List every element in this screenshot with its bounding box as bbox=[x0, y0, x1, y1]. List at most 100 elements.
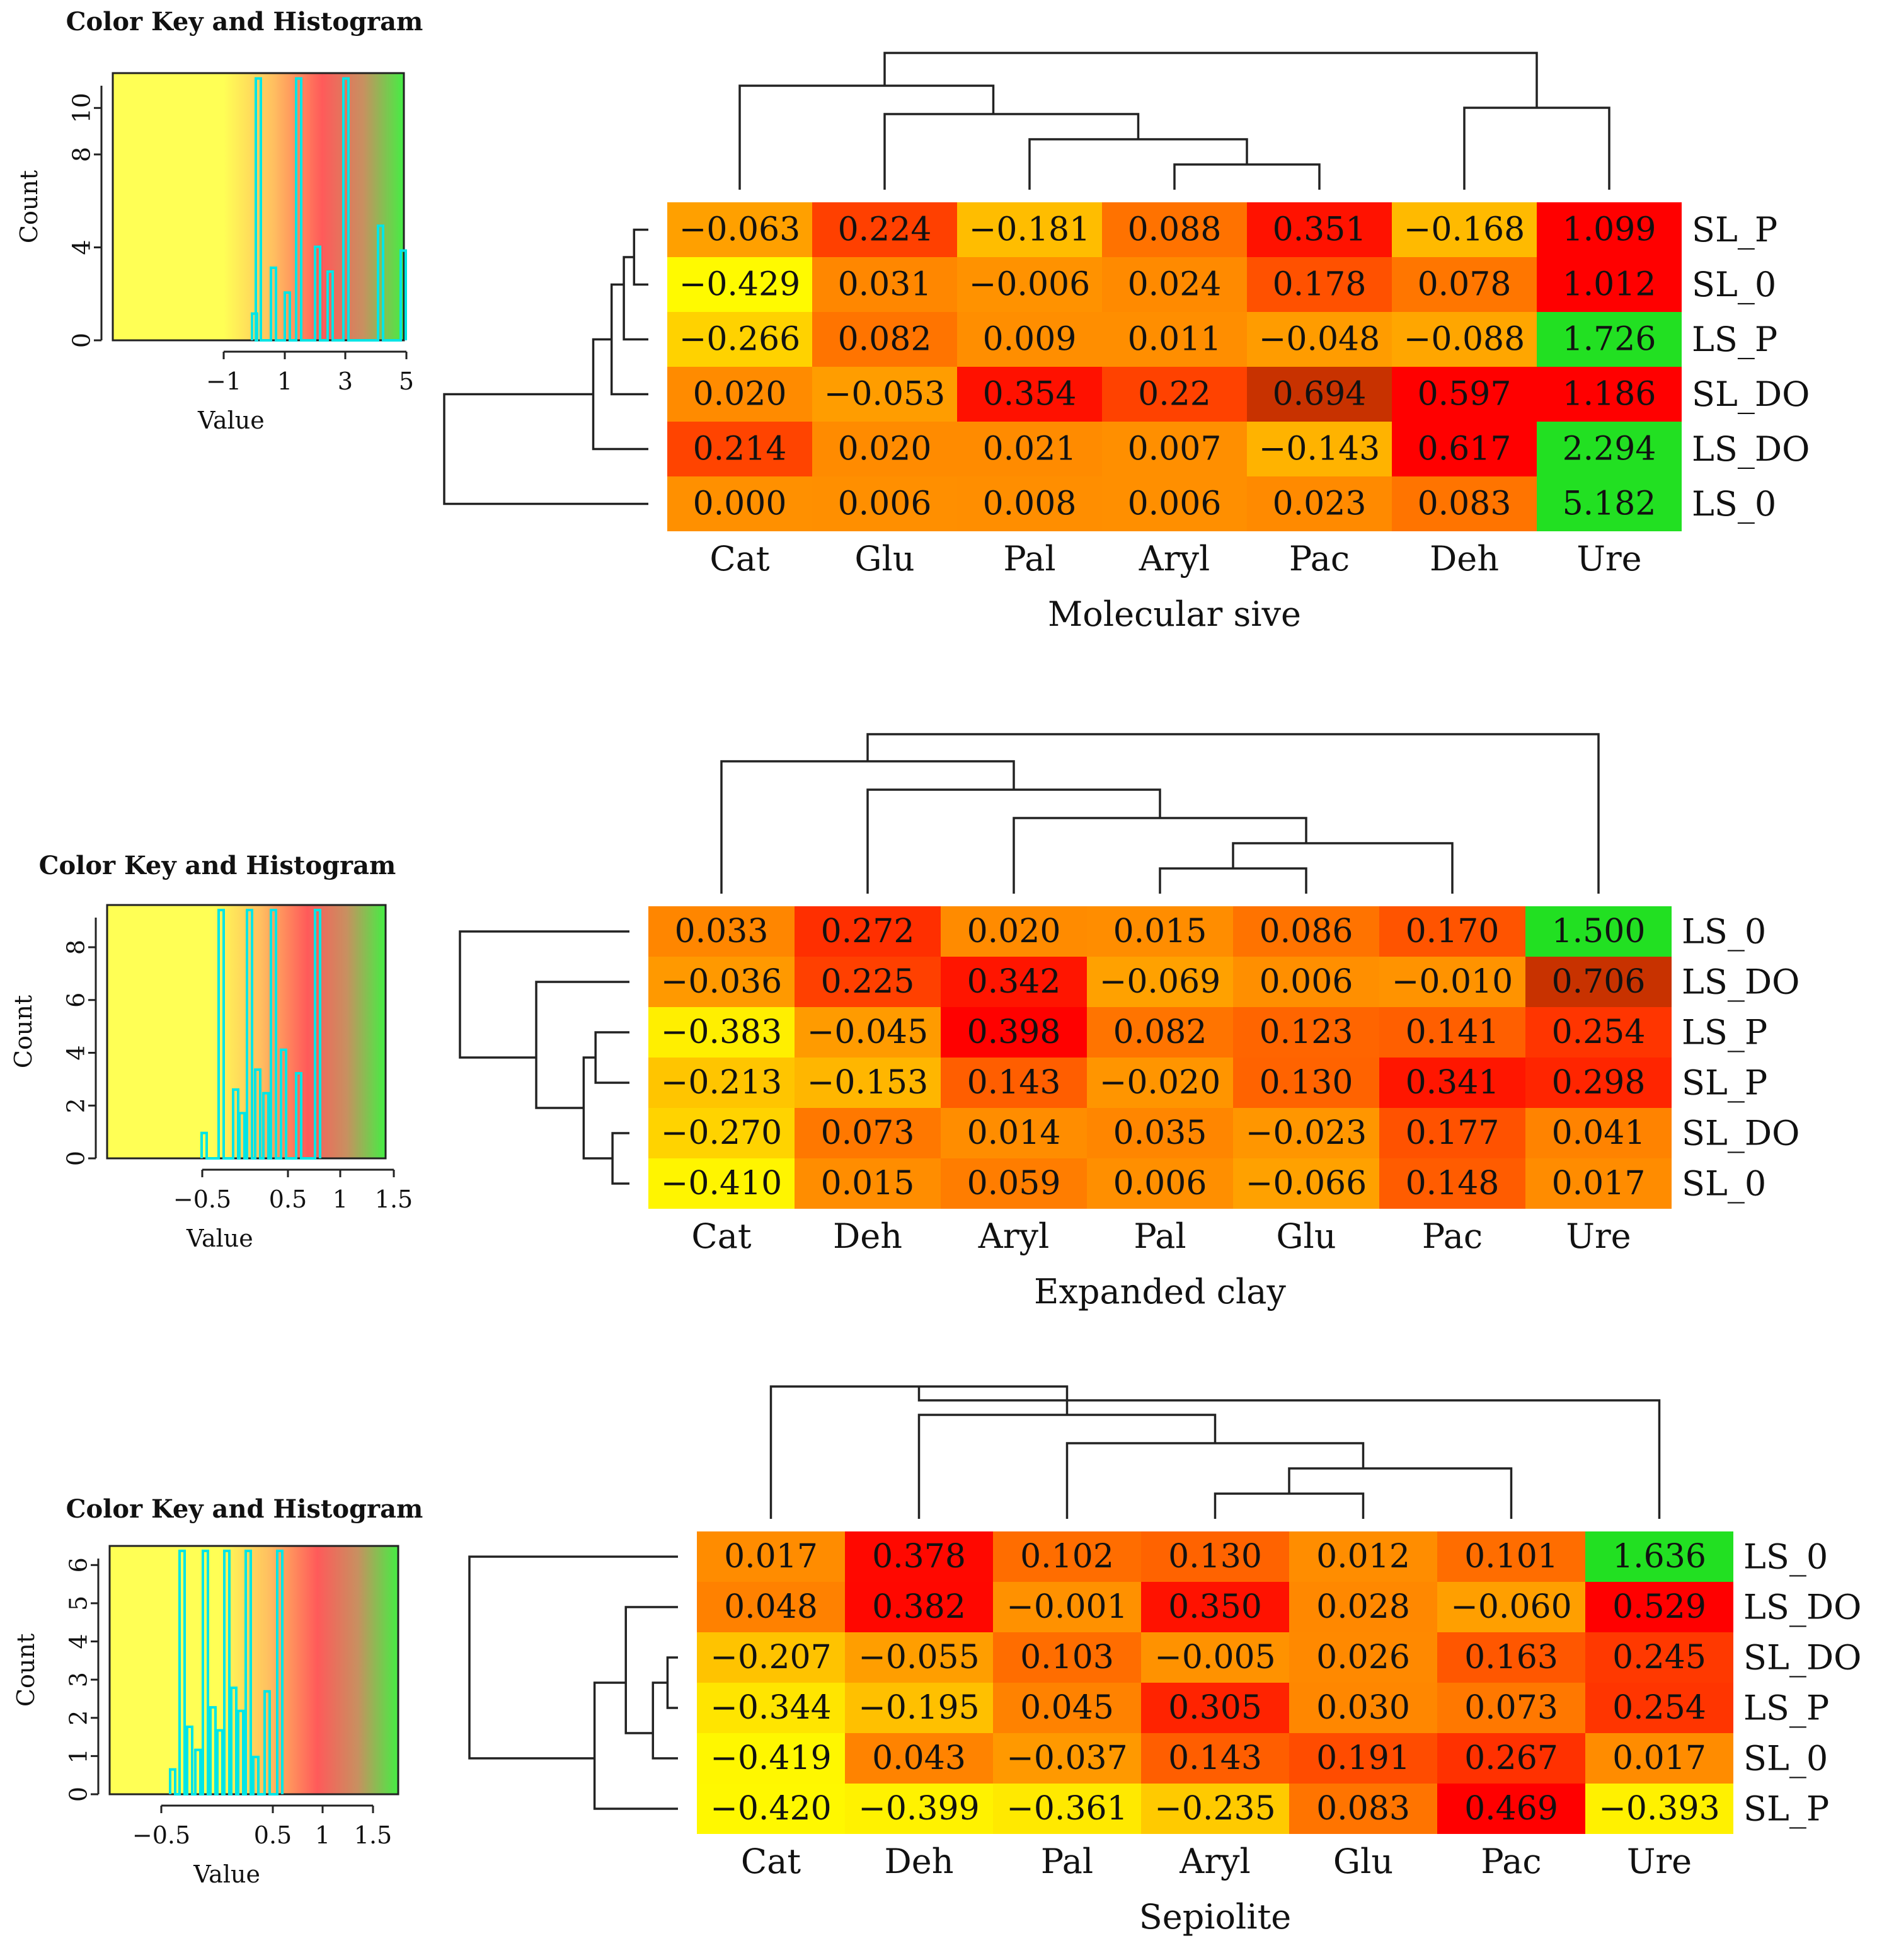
row-dendrogram-branch bbox=[633, 228, 648, 286]
heatmap-panel-2: Color Key and Histogram −0.5 0.5 1 1.5 Value 0… bbox=[9, 733, 1800, 1311]
heatmap-cell bbox=[941, 1108, 1087, 1158]
color-key-y-tick-label: 4 bbox=[62, 1045, 89, 1060]
row-dendrogram-branch bbox=[651, 1681, 678, 1760]
heatmap-cell-value: 0.023 bbox=[1273, 485, 1367, 523]
heatmap-cell-value: −0.020 bbox=[1099, 1064, 1220, 1102]
heatmap-cell-value: 0.059 bbox=[967, 1165, 1061, 1202]
heatmap-cell-value: 0.007 bbox=[1128, 430, 1222, 468]
heatmap-cell-value: 0.342 bbox=[967, 963, 1061, 1001]
heatmap-cell-value: 0.030 bbox=[1316, 1689, 1410, 1727]
color-key-y-tick-label: 0 bbox=[62, 1151, 89, 1166]
heatmap-cell bbox=[667, 422, 812, 476]
heatmap-cell bbox=[1289, 1683, 1437, 1733]
heatmap-cell bbox=[648, 1007, 795, 1058]
heatmap-cell-value: −0.181 bbox=[969, 211, 1090, 249]
heatmap-cell bbox=[1537, 367, 1682, 422]
heatmap-cell bbox=[1289, 1582, 1437, 1632]
column-dendrogram-branch bbox=[866, 733, 1600, 894]
heatmap-cell-value: 0.130 bbox=[1168, 1538, 1262, 1576]
heatmap-cell-value: −0.399 bbox=[858, 1790, 979, 1828]
row-label: LS_P bbox=[1682, 1013, 1767, 1052]
heatmap-cell-value: −0.235 bbox=[1154, 1790, 1275, 1828]
heatmap-cell bbox=[1087, 957, 1233, 1007]
row-dendrogram-branch bbox=[459, 930, 629, 1059]
color-key-x-tick-label: −0.5 bbox=[132, 1821, 190, 1849]
heatmap-cell-value: 0.170 bbox=[1406, 913, 1500, 950]
heatmap-cell-value: 0.014 bbox=[967, 1114, 1061, 1152]
heatmap-cell-value: 0.020 bbox=[693, 376, 787, 413]
heatmap-cell bbox=[1102, 312, 1247, 367]
heatmap-cell bbox=[1233, 1058, 1379, 1108]
heatmap-cell-value: −0.060 bbox=[1450, 1588, 1571, 1626]
heatmap-cell-value: 0.033 bbox=[675, 913, 769, 950]
heatmap-cell-value: 0.224 bbox=[838, 211, 932, 249]
heatmap-cell-value: 0.163 bbox=[1464, 1639, 1558, 1676]
heatmap-cell bbox=[812, 202, 957, 257]
heatmap-cell bbox=[1392, 367, 1537, 422]
heatmap-cell-value: 0.143 bbox=[1168, 1739, 1262, 1777]
heatmap-cell-value: 0.012 bbox=[1316, 1538, 1410, 1576]
heatmap-cell bbox=[941, 957, 1087, 1007]
column-dendrogram-branch bbox=[738, 84, 995, 190]
heatmap-cell-value: 0.008 bbox=[983, 485, 1077, 523]
heatmap-cell-value: 0.102 bbox=[1020, 1538, 1114, 1576]
heatmap-cell-value: −0.006 bbox=[969, 266, 1090, 304]
heatmap-cell-value: 0.024 bbox=[1128, 266, 1222, 304]
color-key-histogram bbox=[251, 77, 407, 342]
heatmap-cell bbox=[957, 367, 1102, 422]
row-label: LS_0 bbox=[1682, 912, 1766, 952]
heatmap-cell bbox=[941, 906, 1087, 957]
heatmap-cell-value: 0.088 bbox=[1128, 211, 1222, 249]
heatmap-cell bbox=[1537, 476, 1682, 531]
heatmap-cell-value: 0.706 bbox=[1552, 963, 1646, 1001]
heatmap-cell-value: −0.005 bbox=[1154, 1639, 1275, 1676]
heatmap-cell bbox=[1537, 202, 1682, 257]
heatmap-cell-value: 0.073 bbox=[1464, 1689, 1558, 1727]
heatmap-cell-value: 0.009 bbox=[983, 321, 1077, 359]
heatmap-cell-value: 0.148 bbox=[1406, 1165, 1500, 1202]
heatmap-cell bbox=[993, 1531, 1141, 1582]
color-key-y-tick-label: 0 bbox=[64, 1787, 92, 1802]
color-key-x-tick-label: 0.5 bbox=[269, 1185, 307, 1213]
heatmap-cell-value: 0.082 bbox=[838, 321, 932, 359]
color-key-y-tick-label: 8 bbox=[67, 147, 95, 162]
heatmap-cell-value: 0.529 bbox=[1612, 1588, 1706, 1626]
heatmap-cell-value: −0.143 bbox=[1259, 430, 1380, 468]
heatmap-cell-value: 0.214 bbox=[693, 430, 787, 468]
heatmap-cell-value: −0.207 bbox=[710, 1639, 831, 1676]
heatmap-cell-value: 0.469 bbox=[1464, 1790, 1558, 1828]
heatmap-cell-value: 0.254 bbox=[1612, 1689, 1706, 1727]
color-key-histogram bbox=[169, 1549, 284, 1796]
heatmap-cell bbox=[1087, 1007, 1233, 1058]
color-key-x-tick-label: 0.5 bbox=[254, 1821, 292, 1849]
heatmap-cell-value: 0.177 bbox=[1406, 1114, 1500, 1152]
color-key-title: Color Key and Histogram bbox=[66, 7, 423, 37]
heatmap-cell-value: 0.015 bbox=[821, 1165, 915, 1202]
heatmap-cell-value: 0.350 bbox=[1168, 1588, 1262, 1626]
heatmap-cell bbox=[1437, 1784, 1585, 1834]
row-label: SL_P bbox=[1692, 210, 1777, 250]
heatmap-cell bbox=[667, 202, 812, 257]
heatmap-cell bbox=[795, 1158, 941, 1209]
heatmap-cell-value: 0.225 bbox=[821, 963, 915, 1001]
heatmap-cell bbox=[1289, 1531, 1437, 1582]
heatmap-cell-value: −0.055 bbox=[858, 1639, 979, 1676]
column-label: Ure bbox=[1566, 1216, 1631, 1256]
heatmap-cell bbox=[795, 1007, 941, 1058]
column-label: Pac bbox=[1422, 1216, 1483, 1256]
heatmap-cell bbox=[1102, 422, 1247, 476]
heatmap-cell-value: −0.266 bbox=[679, 321, 800, 359]
heatmap-cell-value: 0.272 bbox=[821, 913, 915, 950]
heatmap-cell bbox=[697, 1531, 845, 1582]
heatmap-cell-value: 1.012 bbox=[1563, 266, 1656, 304]
color-key-y-tick-label: 4 bbox=[67, 239, 95, 255]
heatmap-cell-value: 0.267 bbox=[1464, 1739, 1558, 1777]
heatmap-cell-value: −0.069 bbox=[1099, 963, 1220, 1001]
heatmap-cell-value: 1.636 bbox=[1612, 1538, 1706, 1576]
column-label: Deh bbox=[833, 1216, 902, 1256]
column-label: Glu bbox=[854, 539, 914, 579]
heatmap-cell bbox=[1392, 476, 1537, 531]
heatmap-cell bbox=[1379, 1007, 1525, 1058]
heatmap-cell bbox=[667, 367, 812, 422]
